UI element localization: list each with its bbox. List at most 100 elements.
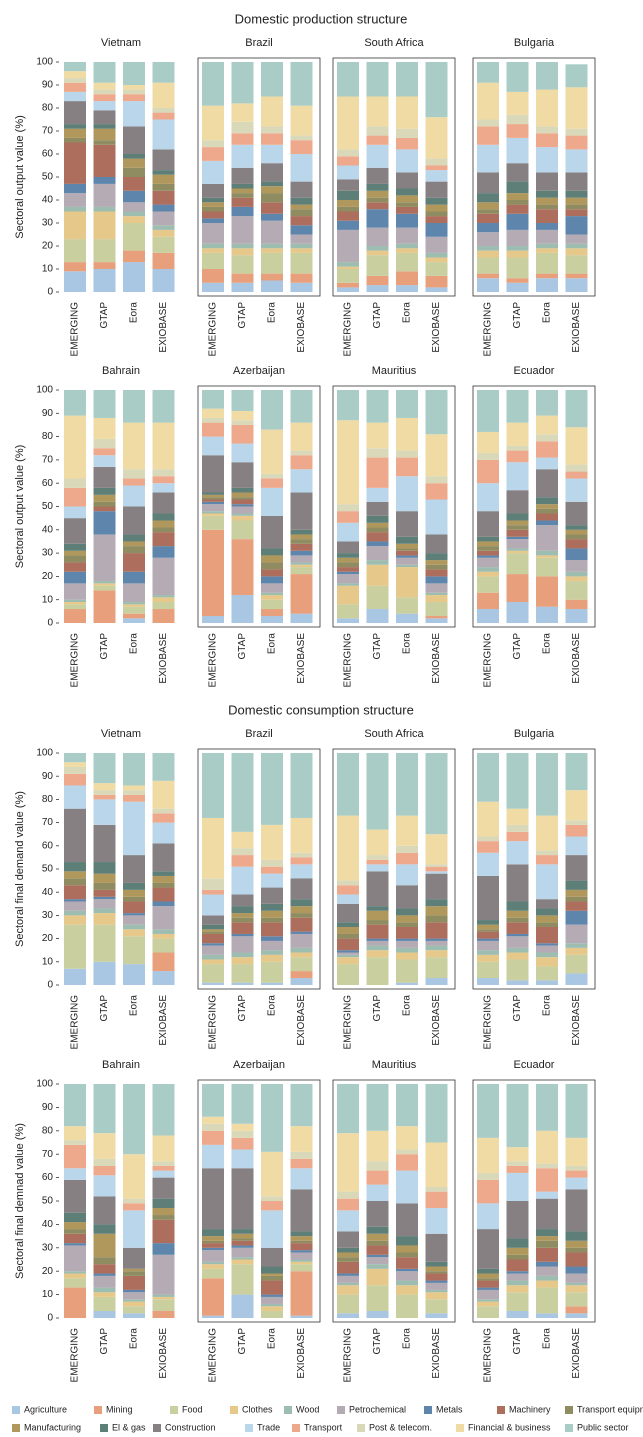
bar-segment [337,903,359,923]
bar-segment [152,492,175,514]
bar-segment [231,855,254,867]
bar-segment [261,429,283,474]
bar-segment [366,609,389,623]
bar-segment [396,227,418,244]
bar-segment [231,504,254,507]
bar-segment [396,536,418,544]
bar-segment [152,513,175,521]
bar-segment [290,225,313,235]
x-tick-label: Eora [402,1328,413,1350]
bar-segment [565,243,588,249]
legend-label: Transport [304,1422,343,1432]
bar-segment [231,1257,254,1260]
bar-segment [290,574,313,614]
bar-segment [152,170,175,175]
bar-segment [477,1268,499,1274]
y-tick-label: 10 [42,956,54,967]
bar-segment [64,899,86,902]
x-tick-label: EMERGING [208,995,219,1050]
y-tick-label: 40 [42,195,54,206]
bar-segment [123,223,145,251]
bar-segment [366,390,389,423]
bar-segment [565,1137,588,1166]
bar-segment [536,1163,558,1169]
bar-segment [396,959,418,983]
bar-segment [337,1084,359,1134]
bar-segment [366,1264,389,1269]
bar-segment [425,1186,448,1192]
bar-segment [477,931,499,939]
bar-segment [202,1243,224,1248]
bar-segment [290,613,313,623]
bar-segment [506,753,529,809]
bar-segment [506,1172,529,1201]
bar-segment [506,936,529,948]
bar-segment [477,1301,499,1307]
bar-segment [366,527,389,533]
bar-segment [477,250,499,258]
bar-segment [152,1243,175,1255]
bar-segment [506,229,529,246]
bar-segment [425,158,448,166]
bar-segment [337,206,359,212]
bar-segment [396,248,418,253]
bar-segment [396,564,418,568]
bar-segment [93,924,116,962]
bar-segment [536,899,558,909]
bar-segment [290,1236,313,1241]
bar-segment [64,82,86,92]
bar-segment [152,390,175,423]
panel-title: South Africa [364,728,424,740]
panel-frame [332,748,456,990]
bar-segment [506,520,529,526]
x-tick-label: GTAP [99,1328,110,1355]
bar-segment [202,1261,224,1265]
bar-segment [261,163,283,182]
bar-segment [477,961,499,979]
bar-segment [202,817,224,879]
bar-segment [290,1189,313,1232]
y-tick-label: 60 [42,1172,54,1183]
legend-swatch [12,1424,20,1432]
bar-segment [396,137,418,150]
x-tick-label: GTAP [99,633,110,660]
bar-segment [396,1257,418,1269]
bar-segment [565,273,588,279]
bar-segment [231,936,254,953]
bar-segment [290,252,313,274]
x-tick-label: EMERGING [343,1328,354,1383]
bar-segment [366,864,389,872]
y-axis-label: Sectoral output value (%) [14,115,26,239]
bar-segment [506,1084,529,1148]
bar-segment [290,204,313,210]
bar-segment [93,590,116,623]
bar-segment [123,1154,145,1199]
bar-segment [231,917,254,923]
bar-segment [565,1170,588,1178]
bar-segment [477,193,499,203]
bar-segment [396,172,418,189]
bar-segment [123,1198,145,1204]
bar-segment [93,1224,116,1234]
bar-segment [202,1268,224,1279]
x-tick-label: Eora [267,302,278,324]
bar-segment [231,462,254,488]
bar-segment [536,966,558,981]
y-tick-label: 30 [42,548,54,559]
bar-segment [396,62,418,97]
bar-segment [202,147,224,161]
bar-segment [366,541,389,547]
bar-segment [565,149,588,173]
bar-segment [477,213,499,223]
section-title: Domestic production structure [235,11,408,26]
bar-segment [202,417,224,423]
bar-segment [565,1292,588,1307]
bar-segment [337,938,359,951]
bar-segment [290,933,313,948]
bar-segment [231,906,254,914]
bar-segment [506,278,529,283]
bar-segment [366,135,389,145]
x-tick-label: Eora [402,995,413,1017]
bar-segment [64,599,86,603]
bar-segment [366,285,389,292]
